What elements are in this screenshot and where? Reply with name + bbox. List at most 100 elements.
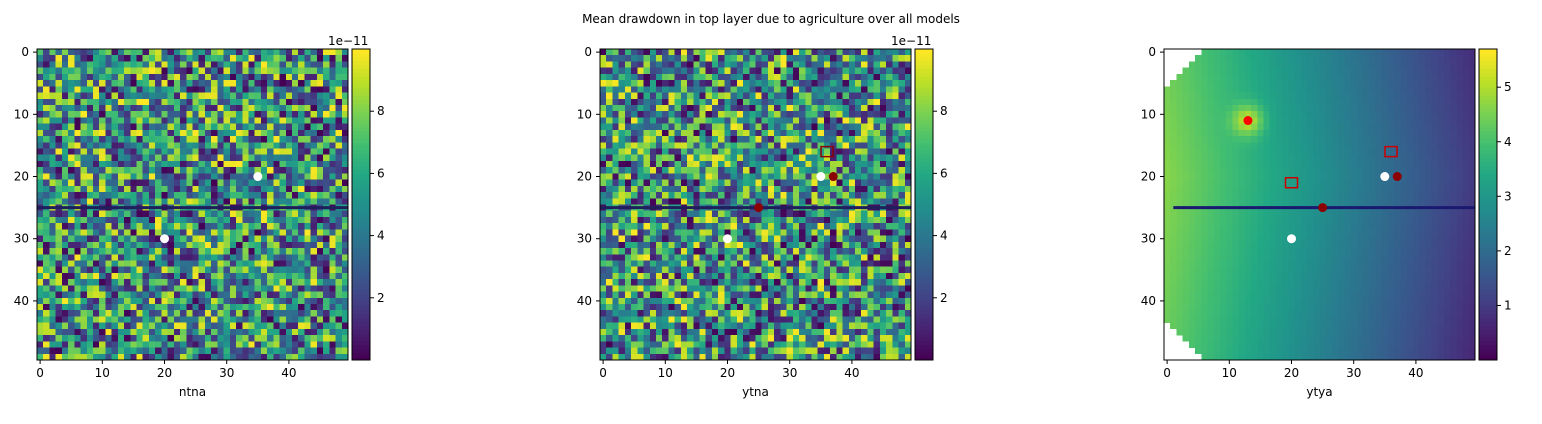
heatmap-cell <box>687 322 694 330</box>
heatmap-cell <box>242 80 249 87</box>
heatmap-cell <box>242 235 249 243</box>
heatmap-cell <box>631 117 638 124</box>
heatmap-cell <box>161 142 168 149</box>
heatmap-cell <box>211 254 218 261</box>
heatmap-cell <box>873 154 881 162</box>
heatmap-cell <box>148 279 156 286</box>
heatmap-cell <box>105 254 112 261</box>
heatmap-cell <box>49 111 56 118</box>
heatmap-cell <box>254 266 262 274</box>
heatmap-cell <box>192 192 200 199</box>
heatmap-cell <box>680 80 688 87</box>
heatmap-cell <box>736 160 744 168</box>
heatmap-cell <box>823 167 831 174</box>
heatmap-cell <box>211 328 218 336</box>
heatmap-cell <box>668 248 675 255</box>
heatmap-cell <box>298 192 305 199</box>
heatmap-cell <box>861 198 868 205</box>
heatmap-cell <box>631 291 638 299</box>
heatmap-cell <box>211 223 218 230</box>
heatmap-cell <box>49 73 56 81</box>
heatmap-cell <box>148 328 156 336</box>
heatmap-cell <box>236 266 243 274</box>
heatmap-cell <box>49 61 56 68</box>
heatmap-cell <box>730 61 738 68</box>
heatmap-cell <box>192 266 200 274</box>
heatmap-cell <box>855 104 862 112</box>
heatmap-cell <box>130 223 137 230</box>
heatmap-cell <box>223 260 231 267</box>
heatmap-cell <box>668 235 675 243</box>
heatmap-cell <box>111 61 119 68</box>
heatmap-cell <box>236 310 243 317</box>
heatmap-cell <box>873 86 881 93</box>
heatmap-cell <box>323 148 330 156</box>
colorbar-segment <box>352 52 370 58</box>
heatmap-cell <box>823 185 831 193</box>
heatmap-cell <box>99 67 106 75</box>
heatmap-cell <box>786 167 794 174</box>
heatmap-cell <box>799 61 806 68</box>
heatmap-cell <box>780 80 787 87</box>
heatmap-cell <box>92 266 100 274</box>
heatmap-cell <box>217 185 224 193</box>
heatmap-cell <box>61 266 69 274</box>
heatmap-cell <box>705 185 713 193</box>
heatmap-cell <box>643 235 651 243</box>
heatmap-cell <box>236 111 243 118</box>
heatmap-cell <box>242 136 249 143</box>
heatmap-cell <box>662 335 669 342</box>
heatmap-cell <box>335 198 343 205</box>
heatmap-cell <box>186 328 193 336</box>
heatmap-cell <box>292 285 299 292</box>
heatmap-cell <box>637 266 644 274</box>
heatmap-cell <box>649 73 657 81</box>
heatmap-cell <box>743 179 750 187</box>
heatmap-cell <box>873 328 881 336</box>
heatmap-cell <box>730 73 738 81</box>
heatmap-cell <box>861 297 868 305</box>
heatmap-cell <box>693 61 700 68</box>
heatmap-cell <box>92 235 100 243</box>
heatmap-cell <box>743 117 750 124</box>
heatmap-cell <box>292 111 299 118</box>
heatmap-cell <box>600 223 607 230</box>
heatmap-cell <box>55 73 63 81</box>
heatmap-cell <box>612 148 619 156</box>
heatmap-cell <box>867 216 874 224</box>
heatmap-cell <box>892 111 899 118</box>
heatmap-cell <box>761 173 769 180</box>
heatmap-cell <box>167 148 175 156</box>
heatmap-cell <box>674 260 682 267</box>
heatmap-cell <box>892 167 899 174</box>
heatmap-cell <box>855 92 862 100</box>
heatmap-cell <box>61 148 69 156</box>
heatmap-cell <box>755 223 763 230</box>
heatmap-cell <box>292 322 299 330</box>
heatmap-cell <box>755 148 763 156</box>
heatmap-cell <box>767 328 775 336</box>
heatmap-cell <box>780 86 787 93</box>
heatmap-cell <box>74 291 81 299</box>
heatmap-cell <box>637 173 644 180</box>
heatmap-cell <box>341 291 349 299</box>
heatmap-cell <box>724 216 731 224</box>
heatmap-cell <box>304 347 311 355</box>
heatmap-cell <box>823 111 831 118</box>
heatmap-cell <box>898 185 906 193</box>
heatmap-cell <box>229 123 237 131</box>
heatmap-cell <box>774 185 781 193</box>
heatmap-cell <box>161 310 168 317</box>
heatmap-cell <box>767 86 775 93</box>
heatmap-cell <box>743 136 750 143</box>
heatmap-cell <box>631 335 638 342</box>
heatmap-cell <box>786 98 794 106</box>
heatmap-cell <box>335 210 343 218</box>
heatmap-cell <box>904 198 912 205</box>
heatmap-cell <box>80 322 88 330</box>
heatmap-cell <box>606 129 613 137</box>
heatmap-cell <box>273 272 280 280</box>
heatmap-cell <box>155 154 162 162</box>
heatmap-cell <box>662 341 669 348</box>
heatmap-cell <box>316 297 324 305</box>
